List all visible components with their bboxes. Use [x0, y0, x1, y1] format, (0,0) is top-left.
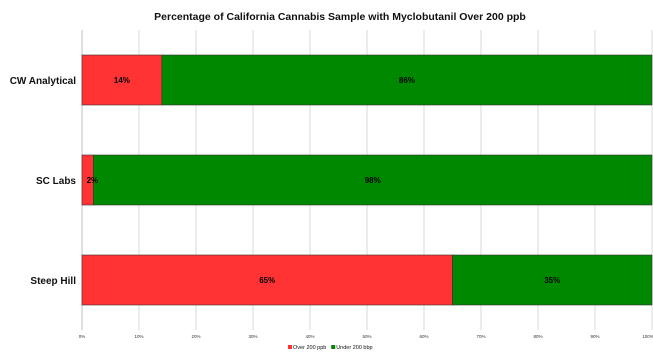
- bar-segment: [161, 54, 653, 106]
- category-label: SC Labs: [36, 176, 76, 187]
- bar-segment: [81, 254, 453, 306]
- data-label: 86%: [399, 76, 415, 85]
- x-tick-label: 70%: [476, 334, 485, 339]
- x-tick-label: 60%: [419, 334, 428, 339]
- bar-segment: [93, 154, 653, 206]
- legend-label: Under 200 bbp: [336, 345, 372, 351]
- x-tick-label: 10%: [134, 334, 143, 339]
- legend-swatch: [331, 345, 336, 349]
- data-label: 98%: [365, 176, 381, 185]
- data-label: 14%: [114, 76, 130, 85]
- data-labels: 14% 86% 2% 98% 65% 35%: [87, 76, 561, 285]
- category-label: CW Analytical: [10, 76, 77, 87]
- legend-swatch: [288, 345, 292, 349]
- category-labels: CW Analytical SC Labs Steep Hill: [10, 76, 77, 287]
- data-label: 35%: [544, 276, 560, 285]
- x-tick-label: 100%: [642, 334, 653, 339]
- bars: [81, 54, 653, 306]
- bar-segment: [81, 54, 163, 106]
- x-tick-label: 50%: [362, 334, 371, 339]
- legend: Over 200 ppb Under 200 bbp: [288, 345, 373, 351]
- data-label: 65%: [259, 276, 275, 285]
- x-axis-ticks: 0% 10% 20% 30% 40% 50% 60% 70% 80% 90% 100%: [79, 334, 653, 339]
- category-label: Steep Hill: [30, 276, 76, 287]
- data-label: 2%: [87, 176, 99, 185]
- x-tick-label: 80%: [533, 334, 542, 339]
- x-tick-label: 30%: [248, 334, 257, 339]
- x-tick-label: 90%: [590, 334, 599, 339]
- x-tick-label: 20%: [191, 334, 200, 339]
- chart-title: Percentage of California Cannabis Sample…: [154, 11, 526, 23]
- bar-segment: [452, 254, 653, 306]
- x-tick-label: 0%: [79, 334, 86, 339]
- legend-label: Over 200 ppb: [293, 345, 326, 351]
- x-tick-label: 40%: [305, 334, 314, 339]
